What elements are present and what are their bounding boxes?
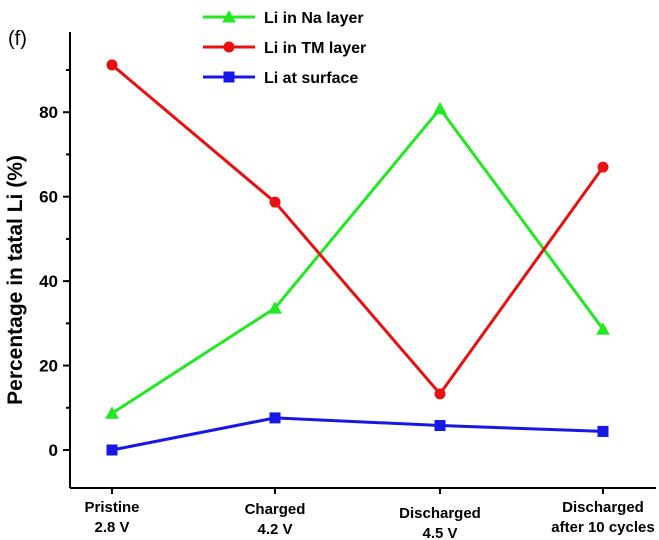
x-category-label: 2.8 V <box>94 519 129 536</box>
data-point <box>269 196 281 208</box>
series-2 <box>106 59 609 400</box>
series-3 <box>106 412 609 456</box>
y-ticks: 0 20 40 60 80 <box>39 69 70 460</box>
series-line <box>111 416 604 452</box>
x-category-label: Charged <box>245 501 306 518</box>
x-category-label: Pristine <box>84 499 139 516</box>
legend-marker <box>222 10 236 23</box>
legend-item: Li in TM layer <box>203 40 366 57</box>
x-category-label: 4.2 V <box>257 521 292 538</box>
panel-label: (f) <box>8 28 27 50</box>
axes <box>69 32 656 489</box>
legend-marker <box>223 71 235 83</box>
legend-item: Li in Na layer <box>203 10 364 27</box>
data-point <box>106 59 118 71</box>
data-point <box>106 444 118 456</box>
series-line <box>111 107 605 415</box>
series-1 <box>105 101 610 419</box>
data-point <box>268 301 282 314</box>
y-axis-label: Percentage in tatal Li (%) <box>4 155 27 405</box>
data-point <box>269 412 281 424</box>
y-tick-label: 60 <box>39 188 58 207</box>
y-tick-label: 80 <box>39 103 58 122</box>
legend-label: Li at surface <box>264 70 358 87</box>
data-point <box>433 101 447 115</box>
y-tick-label: 0 <box>49 441 58 460</box>
series-line <box>111 63 605 396</box>
legend-label: Li in TM layer <box>264 40 366 57</box>
x-category-label: Discharged <box>562 499 644 516</box>
y-tick-label: 40 <box>39 272 58 291</box>
data-point <box>434 388 446 400</box>
data-point <box>597 161 609 173</box>
x-category-label: Discharged <box>399 505 481 522</box>
series-group <box>105 59 610 456</box>
x-category-label: after 10 cycles <box>551 519 654 536</box>
x-category-labels: Pristine 2.8 V Charged 4.2 V Discharged 4.5 V… <box>84 488 655 540</box>
legend: Li in Na layer Li in TM layer Li at surfac… <box>203 10 366 87</box>
y-tick-label: 20 <box>39 357 58 376</box>
data-point <box>597 425 609 437</box>
data-point <box>434 420 446 432</box>
legend-marker <box>223 41 235 53</box>
legend-item: Li at surface <box>203 70 358 87</box>
data-point <box>105 406 119 419</box>
legend-label: Li in Na layer <box>264 10 364 27</box>
data-point <box>596 322 610 335</box>
x-category-label: 4.5 V <box>422 525 457 540</box>
